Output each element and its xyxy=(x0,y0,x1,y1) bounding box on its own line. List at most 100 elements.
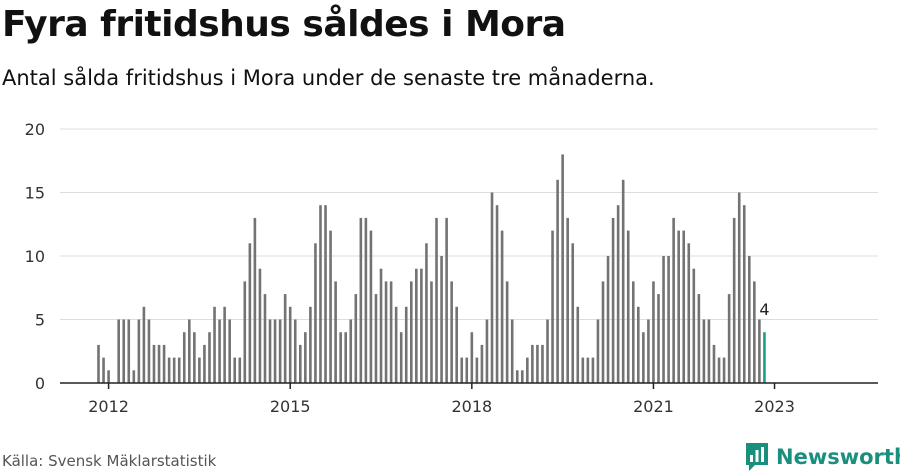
bar xyxy=(480,344,484,383)
bar xyxy=(344,332,347,383)
bar xyxy=(324,205,327,383)
bar xyxy=(662,256,665,383)
bar xyxy=(561,154,564,383)
bar xyxy=(500,230,504,383)
bar xyxy=(677,230,680,383)
chart-subtitle: Antal sålda fritidshus i Mora under de s… xyxy=(2,66,655,90)
bar xyxy=(213,306,216,383)
bar xyxy=(475,357,479,383)
bar xyxy=(354,294,358,383)
bar xyxy=(283,294,287,383)
bar xyxy=(409,281,413,383)
bar xyxy=(152,344,156,383)
bar xyxy=(712,344,716,383)
bar xyxy=(167,357,171,383)
bar xyxy=(182,332,186,383)
bar xyxy=(233,357,237,383)
bar xyxy=(455,306,458,383)
bar xyxy=(621,179,625,383)
bar xyxy=(702,319,706,383)
bar xyxy=(304,332,307,383)
bar xyxy=(177,357,181,383)
bar xyxy=(97,344,100,383)
bar xyxy=(404,306,408,383)
y-axis-ticks: 0 5 10 15 20 xyxy=(25,120,45,393)
bar xyxy=(349,319,353,383)
bar xyxy=(556,179,559,383)
bar xyxy=(268,319,272,383)
bar xyxy=(415,268,418,383)
bar xyxy=(642,332,645,383)
bar xyxy=(692,268,696,383)
bar xyxy=(117,319,120,383)
bar xyxy=(334,281,337,383)
bar xyxy=(132,370,136,383)
bar xyxy=(288,306,292,383)
bar xyxy=(450,281,453,383)
bar xyxy=(717,357,721,383)
bar xyxy=(732,217,736,383)
bar xyxy=(505,281,509,383)
bar xyxy=(758,319,761,383)
bar xyxy=(420,268,423,383)
bar xyxy=(258,268,262,383)
bar xyxy=(652,281,655,383)
bar xyxy=(445,217,448,383)
y-tick-label: 20 xyxy=(25,120,45,139)
bar xyxy=(273,319,277,383)
bar xyxy=(127,319,131,383)
y-tick-label: 0 xyxy=(35,374,45,393)
bar xyxy=(147,319,151,383)
bar xyxy=(430,281,433,383)
bar xyxy=(536,344,539,383)
bar xyxy=(581,357,585,383)
bar xyxy=(586,357,590,383)
grid-lines xyxy=(60,128,878,320)
y-tick-label: 15 xyxy=(25,184,45,203)
bar xyxy=(601,281,605,383)
bar xyxy=(526,357,529,383)
bar xyxy=(359,217,363,383)
bar xyxy=(172,357,176,383)
y-tick-label: 10 xyxy=(25,247,45,266)
bar xyxy=(162,344,166,383)
bar xyxy=(208,332,211,383)
bar xyxy=(394,306,398,383)
bar xyxy=(531,344,534,383)
bar xyxy=(329,230,332,383)
bar xyxy=(107,370,110,383)
bar xyxy=(667,256,670,383)
bar xyxy=(263,294,267,383)
bar xyxy=(364,217,368,383)
bar xyxy=(546,319,549,383)
x-tick-label: 2015 xyxy=(270,397,311,416)
bars xyxy=(97,154,766,383)
bar xyxy=(299,344,302,383)
bar xyxy=(626,230,630,383)
bar-latest xyxy=(763,332,766,383)
bar xyxy=(647,319,650,383)
bar xyxy=(314,243,317,383)
bar-chart: 0 5 10 15 20 2012 2015 2018 2021 2023 4 xyxy=(25,120,878,416)
bar xyxy=(374,294,378,383)
bar xyxy=(616,205,620,383)
chart-title: Fyra fritidshus såldes i Mora xyxy=(2,4,566,45)
bar xyxy=(243,281,247,383)
bar xyxy=(697,294,701,383)
bar xyxy=(339,332,342,383)
source-note: Källa: Svensk Mäklarstatistik xyxy=(2,452,217,470)
bar xyxy=(737,192,741,383)
bar xyxy=(495,205,499,383)
bar xyxy=(727,294,731,383)
bar xyxy=(188,319,191,383)
bar xyxy=(520,370,524,383)
brand-logo: Newsworthy xyxy=(744,441,900,473)
x-axis-ticks: 2012 2015 2018 2021 2023 xyxy=(88,383,795,416)
bar xyxy=(319,205,322,383)
bar xyxy=(369,230,373,383)
bar xyxy=(515,370,519,383)
bar xyxy=(238,357,242,383)
bar xyxy=(596,319,600,383)
bar xyxy=(137,319,141,383)
bar xyxy=(591,357,595,383)
